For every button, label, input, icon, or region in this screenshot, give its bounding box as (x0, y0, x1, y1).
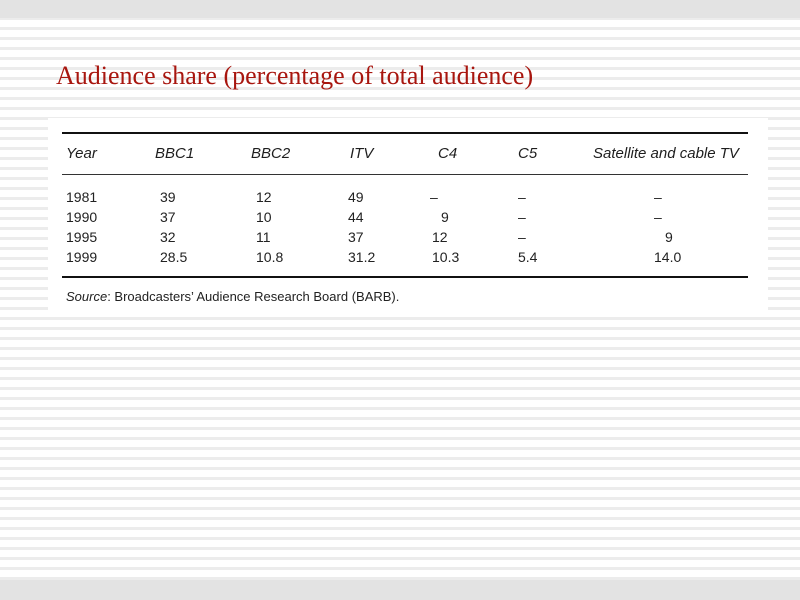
table-cell: 31.2 (348, 249, 376, 265)
table-cell: 1990 (66, 209, 98, 225)
column-header-year: Year (66, 145, 97, 162)
table-cell: 32 (160, 229, 176, 245)
column-header-c5: C5 (518, 145, 538, 162)
audience-share-table: Year BBC1 BBC2 ITV C4 C5 Satellite and c… (48, 118, 768, 314)
table-cell: – (430, 189, 438, 205)
source-text: : Broadcasters’ Audience Research Board … (107, 289, 400, 304)
table-cell: – (518, 209, 526, 225)
table-cell: 10.8 (256, 249, 284, 265)
table-cell: 44 (348, 209, 364, 225)
table-cell: 37 (160, 209, 176, 225)
table-cell: 5.4 (518, 249, 538, 265)
table-cell: 11 (256, 229, 271, 245)
table-cell: 1995 (66, 229, 98, 245)
column-header-bbc1: BBC1 (155, 145, 195, 162)
table-bottom-rule (62, 276, 748, 278)
table-top-rule (62, 132, 748, 134)
table-cell: – (654, 189, 662, 205)
column-header-itv: ITV (350, 145, 374, 162)
column-header-satellite-cable: Satellite and cable TV (593, 145, 739, 162)
table-cell: 28.5 (160, 249, 188, 265)
table-cell: 14.0 (654, 249, 682, 265)
source-label: Source (66, 289, 108, 304)
table-cell: – (654, 209, 662, 225)
table-cell: 49 (348, 189, 364, 205)
table-cell: 10 (256, 209, 272, 225)
table-source-note: Source: Broadcasters’ Audience Research … (66, 289, 399, 304)
table-cell: 9 (441, 209, 449, 225)
table-cell: 37 (348, 229, 364, 245)
table-cell: 10.3 (432, 249, 460, 265)
table-cell: – (518, 189, 526, 205)
table-cell: 12 (256, 189, 272, 205)
table-cell: 1981 (66, 189, 98, 205)
table-cell: 39 (160, 189, 176, 205)
column-header-bbc2: BBC2 (251, 145, 291, 162)
slide-bottom-edge (0, 580, 800, 600)
table-cell: 1999 (66, 249, 98, 265)
table-header-rule (62, 174, 748, 175)
slide-top-edge (0, 0, 800, 18)
column-header-c4: C4 (438, 145, 458, 162)
slide-title: Audience share (percentage of total audi… (56, 61, 534, 90)
table-cell: 9 (665, 229, 673, 245)
table-cell: – (518, 229, 526, 245)
table-cell: 12 (432, 229, 448, 245)
